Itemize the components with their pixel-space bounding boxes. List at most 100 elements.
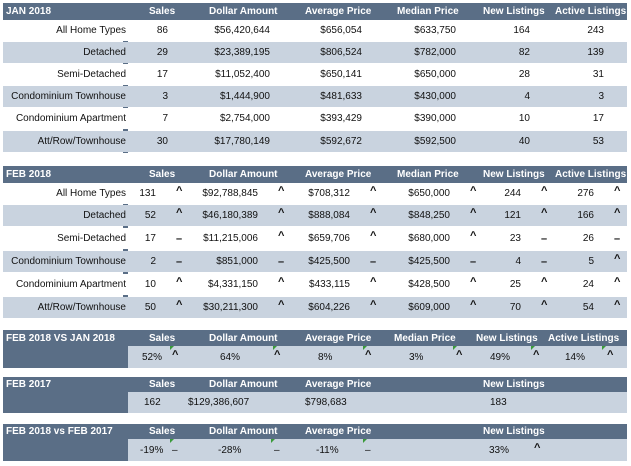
trend-icon: ^: [470, 207, 477, 219]
trend-icon: ^: [274, 349, 281, 361]
trend-icon: ^: [370, 185, 377, 197]
cell-active: 26: [582, 233, 594, 244]
col-dollar-amount: Dollar Amount: [209, 169, 278, 180]
feb-vs-feb-values: -19% – -28% – -11% – 33% ^: [128, 439, 627, 461]
trend-icon: ^: [370, 299, 377, 311]
cell-new: 4: [515, 256, 521, 267]
cell-avg: $650,141: [320, 69, 362, 80]
col-sales: Sales: [149, 426, 176, 437]
cell-active: 31: [592, 69, 604, 80]
pct-sales: 52%: [142, 352, 163, 363]
cell-sales: 29: [156, 47, 168, 58]
trend-icon: ^: [176, 207, 183, 219]
table-row: Att/Row/Townhouse 50 ^ $30,211,300 ^ $604,226…: [3, 297, 627, 318]
feb2018-gutter: [123, 183, 128, 318]
row-label: Semi-Detached: [57, 69, 126, 80]
cell-dollar: $11,052,400: [215, 69, 270, 80]
trend-icon: –: [278, 256, 285, 268]
pct-avg: 8%: [318, 352, 333, 363]
trend-icon: ^: [541, 276, 548, 288]
trend-icon: ^: [534, 442, 541, 454]
cell-active: 24: [582, 279, 594, 290]
cell-sales: 17: [144, 233, 156, 244]
feb-vs-jan-values: 52% ^ 64% ^ 8% ^ 3% ^ 49% ^ 14% ^: [128, 346, 627, 368]
row-label: Condominium Townhouse: [11, 91, 126, 102]
col-median-price: Median Price: [394, 333, 456, 344]
val-sales: 162: [144, 397, 161, 408]
trend-icon: ^: [607, 349, 614, 361]
cell-sales: 10: [144, 279, 156, 290]
cell-active: 54: [582, 302, 594, 313]
table-row: Condominium Apartment 7 $2,754,000 $393,429…: [3, 108, 627, 129]
col-average-price: Average Price: [305, 426, 372, 437]
feb2017-title: FEB 2017: [6, 379, 52, 390]
col-new-listings: New Listings: [483, 169, 545, 180]
pct-dollar: 64%: [220, 352, 241, 363]
col-average-price: Average Price: [305, 333, 372, 344]
pct-dollar: -28%: [218, 445, 242, 456]
col-sales: Sales: [149, 333, 176, 344]
feb-vs-feb-header: FEB 2018 vs FEB 2017 Sales Dollar Amount…: [3, 424, 627, 439]
cell-dollar: $23,389,195: [214, 47, 270, 58]
trend-icon: ^: [370, 207, 377, 219]
cell-new: 4: [524, 91, 530, 102]
trend-icon: ^: [470, 230, 477, 242]
cell-avg: $425,500: [308, 256, 350, 267]
cell-sales: 17: [156, 69, 168, 80]
cell-median: $680,000: [408, 233, 450, 244]
val-new: 183: [490, 397, 507, 408]
cell-median: $430,000: [414, 91, 456, 102]
trend-icon: –: [470, 256, 477, 268]
trend-icon: ^: [176, 276, 183, 288]
val-avg: $798,683: [305, 397, 347, 408]
trend-icon: –: [370, 256, 377, 268]
col-sales: Sales: [149, 169, 176, 180]
feb-vs-jan-side: [3, 346, 128, 368]
cell-median: $609,000: [408, 302, 450, 313]
trend-icon: ^: [614, 276, 621, 288]
cell-median: $425,500: [408, 256, 450, 267]
trend-icon: ^: [278, 207, 285, 219]
feb-vs-jan-title: FEB 2018 VS JAN 2018: [6, 333, 115, 344]
table-row: Condominium Apartment 10 ^ $4,331,150 ^ $433,…: [3, 274, 627, 295]
cell-new: 244: [504, 188, 521, 199]
row-label: Condominium Apartment: [15, 279, 126, 290]
cell-avg: $604,226: [308, 302, 350, 313]
cell-new: 10: [518, 113, 530, 124]
trend-icon: –: [365, 445, 371, 456]
cell-avg: $656,054: [320, 25, 362, 36]
row-label: Condominium Apartment: [15, 113, 126, 124]
pct-new: 33%: [489, 445, 510, 456]
pct-median: 3%: [409, 352, 424, 363]
cell-new: 25: [509, 279, 521, 290]
col-new-listings: New Listings: [483, 426, 545, 437]
trend-icon: ^: [614, 185, 621, 197]
col-dollar-amount: Dollar Amount: [209, 333, 278, 344]
trend-icon: ^: [176, 299, 183, 311]
cell-new: 28: [518, 69, 530, 80]
feb2017-values: 162 $129,386,607 $798,683 183: [128, 392, 627, 413]
trend-icon: ^: [172, 349, 179, 361]
jan2018-title: JAN 2018: [6, 6, 52, 17]
pct-sales: -19%: [140, 445, 164, 456]
cell-median: $782,000: [414, 47, 456, 58]
cell-avg: $659,706: [308, 233, 350, 244]
table-row: All Home Types 86 $56,420,644 $656,054 $633,…: [3, 20, 627, 41]
cell-sales: 30: [156, 136, 168, 147]
col-average-price: Average Price: [305, 169, 372, 180]
col-dollar-amount: Dollar Amount: [209, 379, 278, 390]
table-row: Condominium Townhouse 3 $1,444,900 $481,633…: [3, 86, 627, 107]
cell-dollar: $1,444,900: [219, 91, 270, 102]
table-row: Att/Row/Townhouse 30 $17,780,149 $592,672 $5…: [3, 131, 627, 152]
cell-active: 166: [577, 210, 594, 221]
cell-active: 243: [587, 25, 604, 36]
row-label: Att/Row/Townhouse: [37, 136, 126, 147]
pct-avg: -11%: [316, 445, 339, 456]
cell-median: $848,250: [408, 210, 450, 221]
cell-new: 23: [509, 233, 521, 244]
table-row: Semi-Detached 17 – $11,215,006 ^ $659,706 ^ $68…: [3, 228, 627, 249]
feb-vs-jan-header: FEB 2018 VS JAN 2018 Sales Dollar Amount…: [3, 330, 627, 346]
col-new-listings: New Listings: [483, 379, 545, 390]
cell-avg: $888,084: [308, 210, 350, 221]
cell-median: $428,500: [408, 279, 450, 290]
